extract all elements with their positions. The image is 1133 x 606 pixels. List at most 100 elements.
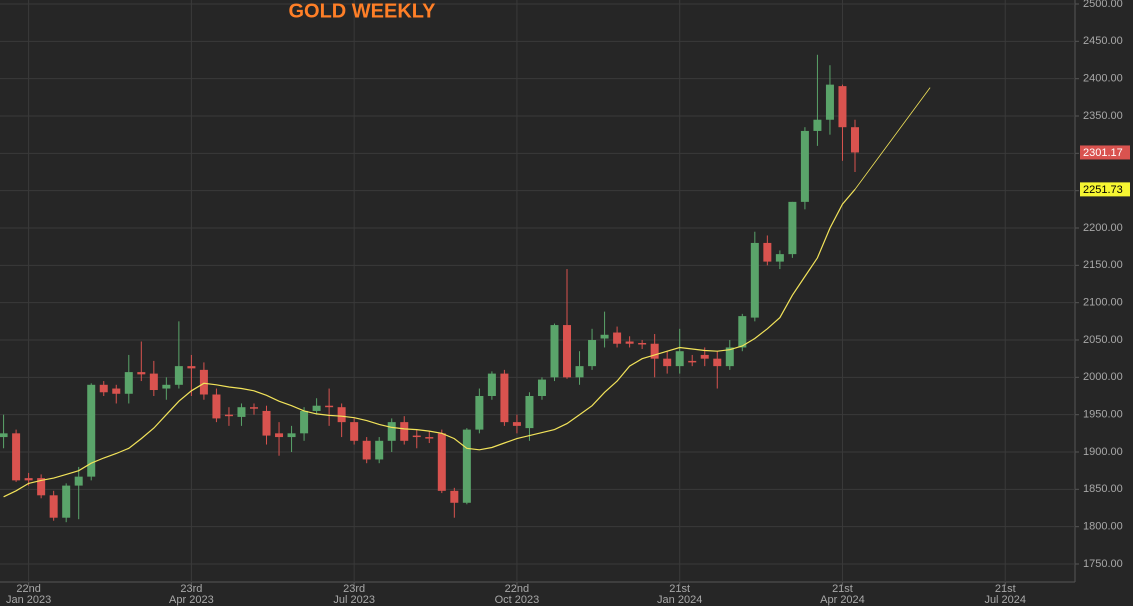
candle-body <box>62 485 71 518</box>
y-tick-label: 2500.00 <box>1083 0 1123 10</box>
y-tick-label: 2050.00 <box>1083 334 1123 346</box>
price-badge-label: 2301.17 <box>1083 147 1123 159</box>
candle-body <box>750 242 759 318</box>
price-badge-label: 2251.73 <box>1083 184 1123 196</box>
candle-body <box>537 379 546 396</box>
y-tick-label: 1900.00 <box>1083 446 1123 458</box>
moving-average <box>3 189 856 498</box>
candle-body <box>49 495 58 518</box>
candle-body <box>112 388 121 394</box>
y-tick-label: 1750.00 <box>1083 558 1123 570</box>
candle-body <box>575 366 584 378</box>
price-badge <box>1080 145 1130 160</box>
candle-body <box>800 130 809 202</box>
candle-body <box>725 347 734 367</box>
candle-body <box>137 372 146 375</box>
y-tick-label: 2400.00 <box>1083 73 1123 85</box>
candle-body <box>37 478 46 496</box>
candle-body <box>525 396 534 429</box>
candle-body <box>688 360 697 363</box>
candle-body <box>500 373 509 423</box>
candle-body <box>437 433 446 491</box>
y-tick-label: 1950.00 <box>1083 409 1123 421</box>
candle-body <box>738 316 747 348</box>
candle-body <box>487 373 496 396</box>
candle-body <box>300 410 309 434</box>
y-tick-label: 1850.00 <box>1083 483 1123 495</box>
candle-body <box>199 369 208 395</box>
projection-line <box>854 87 931 190</box>
candle-body <box>174 366 183 385</box>
y-tick-label: 2450.00 <box>1083 35 1123 47</box>
candle-body <box>149 373 158 391</box>
candle-body <box>613 332 622 344</box>
chart-title: GOLD WEEKLY <box>288 0 436 22</box>
candle-body <box>425 437 434 439</box>
candle-body <box>287 433 296 438</box>
candle-body <box>663 358 672 367</box>
price-badge <box>1080 182 1130 197</box>
candle-body <box>675 351 684 367</box>
candle-body <box>700 354 709 359</box>
candle-body <box>375 440 384 460</box>
candle-body <box>212 394 221 419</box>
candle-body <box>838 86 847 128</box>
candle-body <box>475 396 484 430</box>
x-tick-label: 22nd Jan 2023 <box>5 583 52 606</box>
candle-body <box>362 440 371 460</box>
candle-body <box>224 414 233 417</box>
candle-body <box>625 341 634 344</box>
y-tick-label: 2150.00 <box>1083 259 1123 271</box>
candle-body <box>0 433 8 438</box>
candle-body <box>825 84 834 120</box>
candle-body <box>763 242 772 262</box>
x-tick-label: 21st Jul 2024 <box>984 583 1027 606</box>
candle-body <box>588 340 597 367</box>
candle-body <box>249 407 258 409</box>
candle-body <box>462 429 471 503</box>
y-tick-label: 1800.00 <box>1083 521 1123 533</box>
candle-body <box>550 325 559 378</box>
candle-body <box>337 407 346 423</box>
candle-body <box>162 384 171 389</box>
candle-body <box>24 478 33 481</box>
candle-body <box>325 405 334 408</box>
candle-body <box>512 422 521 426</box>
candle-body <box>600 334 609 339</box>
y-tick-label: 2200.00 <box>1083 222 1123 234</box>
candle-body <box>650 343 659 359</box>
candle-body <box>412 435 421 438</box>
candle-body <box>775 254 784 262</box>
candle-body <box>400 422 409 441</box>
candle-body <box>850 127 859 153</box>
candle-body <box>350 422 359 441</box>
candle-body <box>275 433 284 438</box>
candle-body <box>262 410 271 436</box>
x-tick-label: 21st Apr 2024 <box>820 583 865 606</box>
y-tick-label: 2100.00 <box>1083 297 1123 309</box>
candle-body <box>237 407 246 417</box>
y-tick-label: 2000.00 <box>1083 371 1123 383</box>
candle-body <box>563 325 572 378</box>
candle-body <box>713 358 722 367</box>
candle-body <box>813 119 822 131</box>
candle-body <box>187 366 196 369</box>
candle-body <box>638 342 647 345</box>
candle-body <box>87 384 96 477</box>
x-tick-label: 22nd Oct 2023 <box>494 583 540 606</box>
x-tick-label: 21st Jan 2024 <box>657 583 703 606</box>
candle-body <box>99 384 108 393</box>
candle-body <box>124 372 133 394</box>
candle-body <box>788 201 797 255</box>
candle-body <box>74 476 83 486</box>
y-tick-label: 2350.00 <box>1083 110 1123 122</box>
candle-body <box>12 433 21 481</box>
x-tick-label: 23rd Apr 2023 <box>169 583 214 606</box>
candle-body <box>450 490 459 503</box>
x-tick-label: 23rd Jul 2023 <box>333 583 375 606</box>
candle-body <box>387 422 396 441</box>
candle-body <box>312 405 321 411</box>
